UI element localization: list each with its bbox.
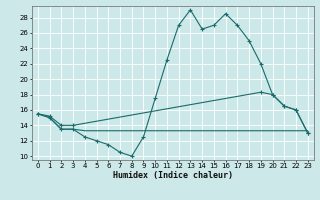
X-axis label: Humidex (Indice chaleur): Humidex (Indice chaleur) bbox=[113, 171, 233, 180]
